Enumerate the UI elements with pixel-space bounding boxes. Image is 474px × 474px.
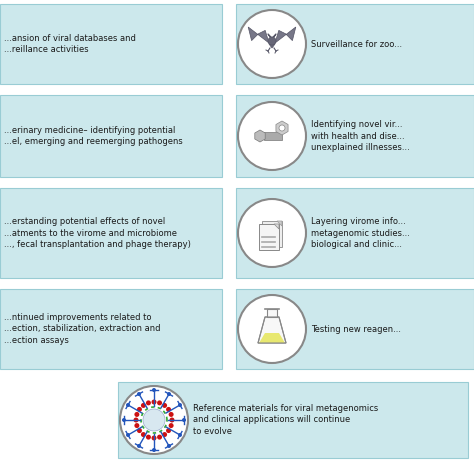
Circle shape (162, 403, 167, 408)
Circle shape (167, 392, 171, 396)
FancyBboxPatch shape (0, 188, 222, 278)
Text: ...ntinued improvements related to
...ection, stabilization, extraction and
...e: ...ntinued improvements related to ...ec… (4, 313, 161, 345)
Circle shape (135, 423, 139, 428)
FancyBboxPatch shape (236, 4, 474, 84)
FancyBboxPatch shape (236, 95, 474, 177)
FancyBboxPatch shape (259, 224, 279, 250)
Polygon shape (269, 41, 275, 48)
Circle shape (141, 403, 146, 408)
Circle shape (126, 403, 130, 407)
Circle shape (238, 10, 306, 78)
Circle shape (120, 386, 188, 454)
Circle shape (137, 428, 142, 433)
Circle shape (157, 435, 162, 439)
Circle shape (169, 423, 173, 428)
Circle shape (135, 412, 139, 417)
Circle shape (143, 409, 165, 431)
Circle shape (170, 418, 174, 422)
Polygon shape (277, 221, 282, 226)
Circle shape (126, 433, 130, 437)
FancyBboxPatch shape (0, 289, 222, 369)
Circle shape (238, 295, 306, 363)
Polygon shape (258, 317, 286, 343)
Polygon shape (255, 130, 265, 142)
FancyBboxPatch shape (0, 4, 222, 84)
Circle shape (146, 435, 151, 439)
Text: ...erinary medicine– identifying potential
...el, emerging and reemerging pathog: ...erinary medicine– identifying potenti… (4, 126, 183, 146)
FancyBboxPatch shape (267, 309, 277, 317)
FancyBboxPatch shape (118, 382, 468, 458)
Polygon shape (274, 224, 279, 229)
Circle shape (166, 407, 171, 412)
Circle shape (178, 403, 182, 407)
Circle shape (166, 428, 171, 433)
Polygon shape (276, 121, 288, 135)
Circle shape (152, 448, 156, 452)
Circle shape (238, 199, 306, 267)
Circle shape (169, 412, 173, 417)
Text: Testing new reagen...: Testing new reagen... (311, 325, 401, 334)
Circle shape (238, 102, 306, 170)
Circle shape (137, 392, 141, 396)
Circle shape (268, 37, 276, 45)
Circle shape (137, 444, 141, 448)
Text: Layering virome info...
metagenomic studies...
biological and clinic...: Layering virome info... metagenomic stud… (311, 217, 410, 249)
Circle shape (157, 401, 162, 405)
FancyBboxPatch shape (236, 289, 474, 369)
Text: ...erstanding potential effects of novel
...atments to the virome and microbiome: ...erstanding potential effects of novel… (4, 217, 191, 249)
FancyBboxPatch shape (0, 95, 222, 177)
FancyBboxPatch shape (262, 221, 282, 247)
Circle shape (152, 436, 156, 440)
FancyBboxPatch shape (264, 132, 282, 140)
Circle shape (178, 433, 182, 437)
Text: Identifying novel vir...
with health and dise...
unexplained illnesses...: Identifying novel vir... with health and… (311, 120, 410, 152)
FancyBboxPatch shape (236, 188, 474, 278)
Circle shape (146, 401, 151, 405)
Circle shape (141, 432, 146, 437)
Circle shape (122, 418, 126, 422)
Circle shape (182, 418, 186, 422)
Circle shape (137, 407, 142, 412)
Polygon shape (248, 27, 269, 43)
Text: Reference materials for viral metagenomics
and clinical applications will contin: Reference materials for viral metagenomi… (193, 404, 378, 436)
Circle shape (279, 125, 285, 131)
Circle shape (167, 444, 171, 448)
Polygon shape (259, 333, 285, 343)
Circle shape (134, 418, 138, 422)
Circle shape (152, 400, 156, 404)
Text: ...ansion of viral databases and
...reillance activities: ...ansion of viral databases and ...reil… (4, 34, 136, 55)
Circle shape (162, 432, 167, 437)
Polygon shape (275, 27, 296, 43)
Circle shape (152, 388, 156, 392)
Text: Surveillance for zoo...: Surveillance for zoo... (311, 39, 402, 48)
